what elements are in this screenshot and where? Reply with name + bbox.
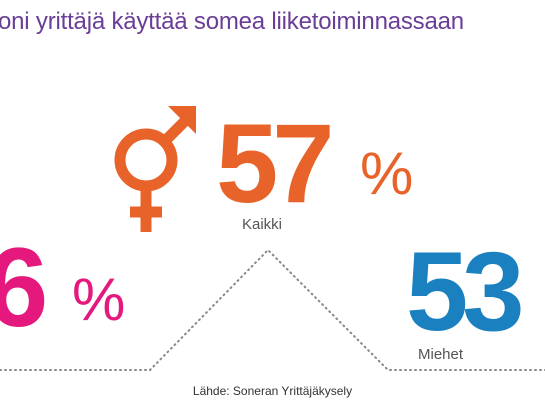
men-label: Miehet bbox=[418, 346, 464, 363]
headline: oni yrittäjä käyttää somea liiketoiminna… bbox=[0, 8, 464, 35]
all-percent-sign: % bbox=[360, 140, 414, 207]
gender-male-female-icon bbox=[114, 106, 196, 232]
all-label: Kaikki bbox=[242, 216, 283, 233]
source-note: Lähde: Soneran Yrittäjäkysely bbox=[192, 384, 353, 398]
men-percentage-value: 53 bbox=[406, 229, 525, 354]
women-percent-sign: % bbox=[72, 266, 126, 333]
women-percentage-value: 6 bbox=[0, 225, 48, 350]
all-percentage-value: 57 bbox=[216, 101, 335, 226]
